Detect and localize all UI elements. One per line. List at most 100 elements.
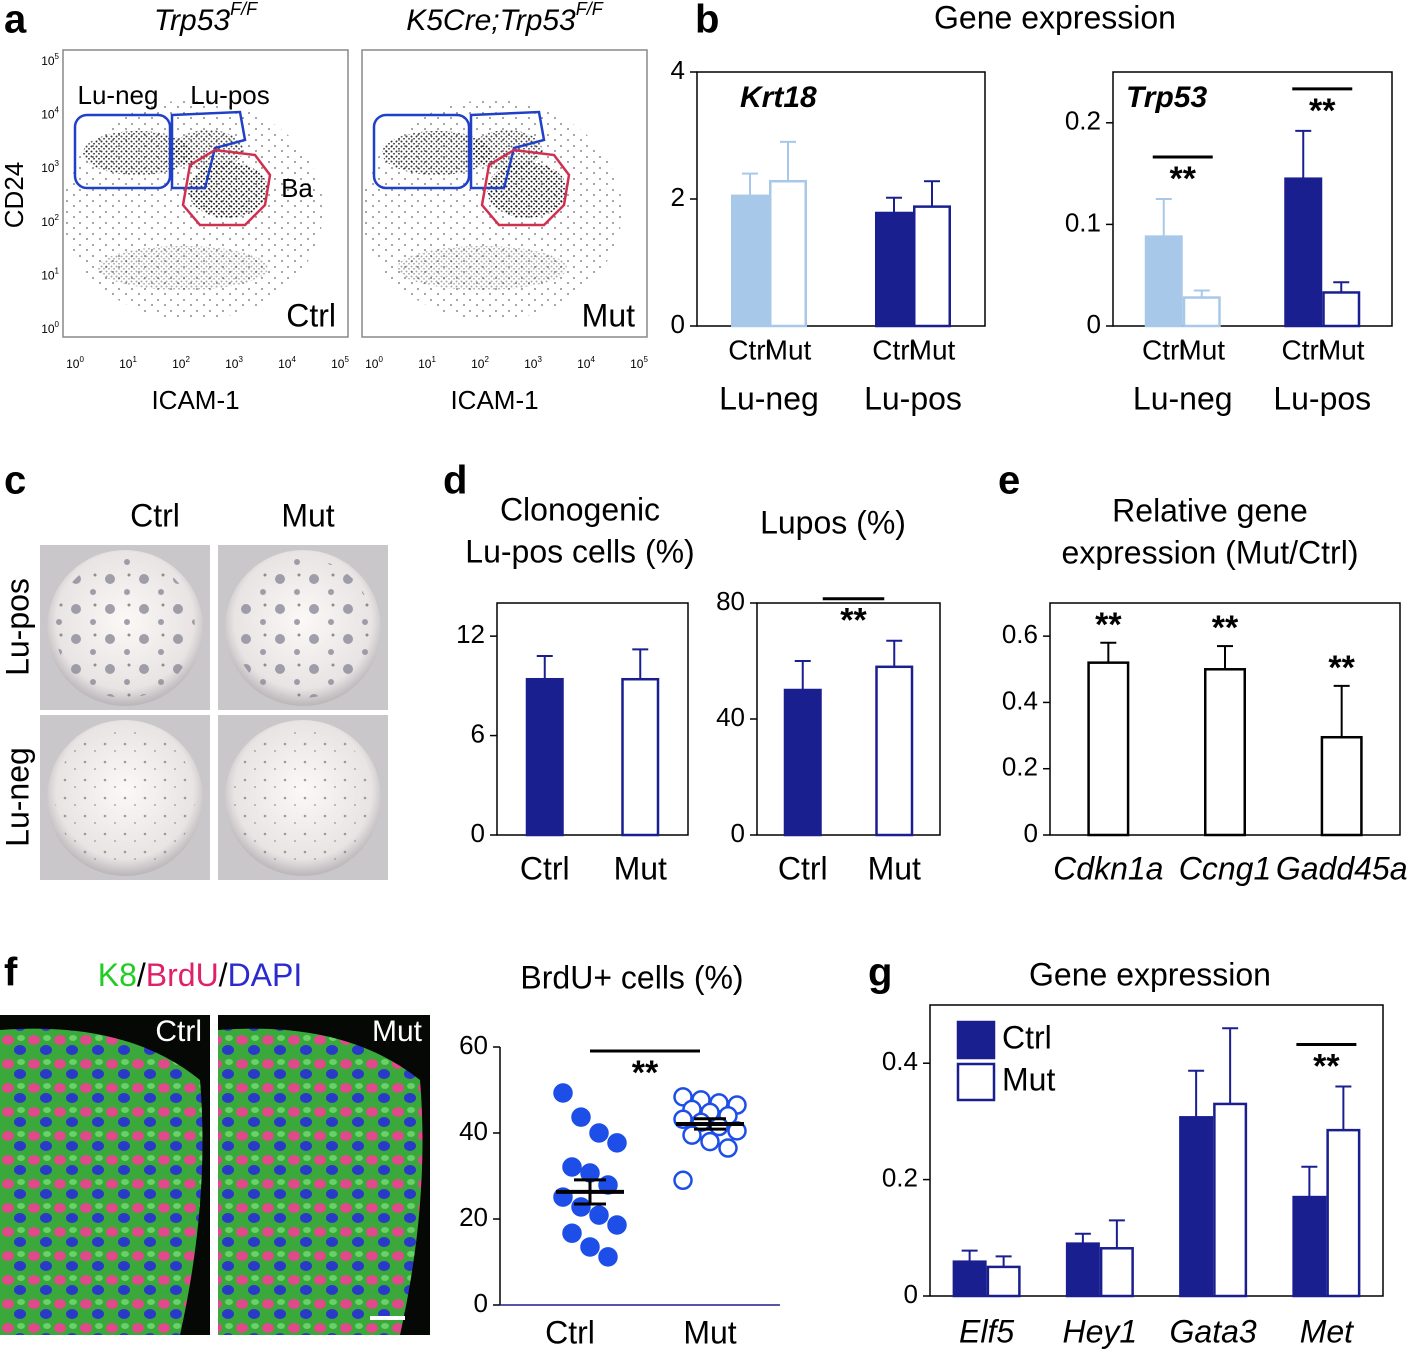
bar (1179, 1116, 1214, 1298)
y-tick-label: 104 (41, 106, 59, 122)
tick-base: 10 (225, 357, 239, 371)
gate (480, 148, 571, 227)
y-tick-label: 0 (671, 309, 685, 339)
plot-title: Trp53F/F (154, 0, 258, 37)
point (598, 1247, 618, 1267)
panel-label: d (443, 459, 467, 503)
gate (372, 113, 471, 190)
plot-title-sup: F/F (576, 0, 604, 19)
tick-base: 10 (41, 215, 55, 229)
y-tick-label: 0 (474, 1288, 488, 1318)
x-tick-label: Gadd45a (1276, 850, 1408, 886)
bar-label: Mut (1178, 334, 1225, 365)
x-tick-label: 100 (66, 355, 84, 371)
x-tick-label: Mut (614, 850, 667, 886)
point (553, 1083, 573, 1103)
x-tick-label: 104 (278, 355, 296, 371)
point (589, 1123, 609, 1143)
row-label: Lu-neg (0, 747, 35, 847)
cell-sheet (0, 1028, 203, 1335)
y-tick-label: 40 (459, 1116, 488, 1146)
panel-label: c (4, 459, 26, 503)
x-tick-label: 103 (524, 355, 542, 371)
x-tick-label: Elf5 (959, 1313, 1014, 1349)
bar (1284, 177, 1323, 328)
bar (1213, 1102, 1248, 1298)
gate-label: Lu-neg (78, 80, 159, 110)
panel-label: f (4, 951, 18, 995)
tick-base: 10 (577, 357, 591, 371)
colonies (233, 558, 373, 698)
y-tick-label: 0.6 (1002, 619, 1038, 649)
panel-label: a (4, 0, 27, 42)
tick-exp: 5 (643, 355, 648, 364)
chart-title: BrdU+ cells (%) (520, 959, 743, 995)
chart-title: expression (Mut/Ctrl) (1062, 534, 1359, 570)
column-label: Ctrl (130, 497, 180, 533)
panel-label: e (998, 459, 1020, 503)
x-tick-label: 100 (365, 355, 383, 371)
point (571, 1197, 591, 1217)
bar (783, 688, 822, 837)
tick-exp: 2 (484, 355, 489, 364)
y-tick-label: 6 (471, 718, 485, 748)
stain-title: K8/BrdU/DAPI (98, 957, 303, 993)
tick-base: 10 (471, 357, 485, 371)
tick-exp: 5 (344, 355, 349, 364)
bar-label: Ctrl (728, 334, 772, 365)
significance-label: ** (1095, 606, 1122, 644)
point (562, 1157, 582, 1177)
y-tick-label: 0 (1087, 309, 1101, 339)
condition-label: Mut (582, 297, 635, 333)
legend-swatch (956, 1062, 996, 1102)
tick-exp: 4 (291, 355, 296, 364)
x-tick-label: 105 (331, 355, 349, 371)
bar (986, 1265, 1021, 1298)
event-cloud (472, 130, 542, 170)
gate (73, 113, 172, 190)
stain-separator: / (137, 957, 146, 993)
y-tick-label: 2 (671, 182, 685, 212)
point (589, 1205, 609, 1225)
y-tick-label: 0.1 (1065, 207, 1101, 237)
inner-title: Trp53 (1126, 81, 1207, 114)
tick-base: 10 (172, 357, 186, 371)
y-tick-label: 80 (716, 586, 745, 616)
chart-title: Lupos (%) (760, 504, 906, 540)
y-tick-label: 20 (459, 1202, 488, 1232)
x-tick-label: Lu-pos (1273, 380, 1371, 416)
point (700, 1131, 720, 1152)
bar (1320, 735, 1363, 837)
event-cloud (188, 162, 268, 218)
tick-base: 10 (41, 54, 55, 68)
bar (1087, 661, 1130, 837)
legend-label: Mut (1002, 1061, 1055, 1097)
tick-exp: 3 (238, 355, 243, 364)
gate-label: Ba (281, 173, 313, 203)
x-tick-label: Gata3 (1170, 1313, 1257, 1349)
bar (769, 179, 807, 328)
event-cloud (98, 246, 268, 290)
x-tick-label: Ctrl (520, 850, 570, 886)
gate (181, 148, 272, 227)
bar (913, 205, 951, 328)
x-tick-label: Lu-pos (864, 380, 962, 416)
significance-label: ** (840, 602, 867, 640)
bar-label: Mut (909, 334, 956, 365)
bar (525, 677, 564, 837)
y-tick-label: 105 (41, 52, 59, 68)
y-tick-label: 40 (716, 702, 745, 732)
tick-exp: 4 (55, 106, 60, 115)
plot-frame (496, 602, 689, 836)
plot-frame (929, 1004, 1384, 1297)
tick-base: 10 (331, 357, 345, 371)
y-tick-label: 103 (41, 159, 59, 175)
tick-exp: 4 (590, 355, 595, 364)
x-tick-label: Mut (683, 1314, 736, 1350)
bar (1182, 296, 1221, 328)
colonies (55, 558, 195, 698)
tick-base: 10 (41, 161, 55, 175)
stain-separator: / (219, 957, 228, 993)
event-cloud (487, 162, 567, 218)
tick-exp: 5 (55, 52, 60, 61)
